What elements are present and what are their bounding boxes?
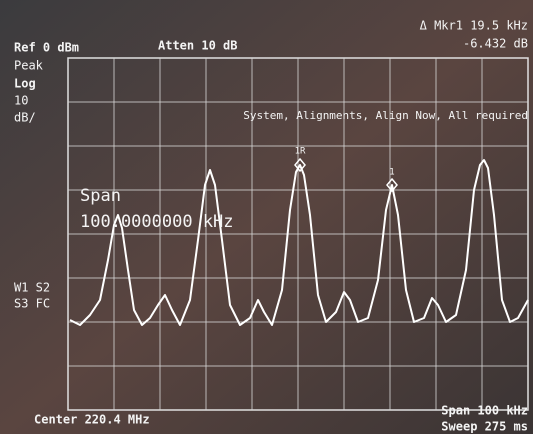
- marker-diamond: [386, 177, 398, 193]
- alignment-message: System, Alignments, Align Now, All requi…: [243, 109, 528, 122]
- marker-diamond: [294, 157, 306, 173]
- attenuation: Atten 10 dB: [158, 39, 237, 53]
- scale-unit: dB/: [14, 111, 36, 125]
- span-entry-label: Span: [80, 186, 121, 206]
- marker-delta: Δ Mkr1 19.5 kHz: [420, 19, 528, 33]
- detector: Peak: [14, 59, 44, 73]
- graticule: [67, 57, 529, 411]
- trace-state: W1 S2: [14, 281, 50, 295]
- scale-value: 10: [14, 94, 28, 108]
- marker-label: 1: [389, 168, 394, 178]
- ref-level: Ref 0 dBm: [14, 41, 79, 55]
- center-frequency: Center 220.4 MHz: [34, 413, 150, 427]
- marker-level: -6.432 dB: [463, 37, 528, 51]
- scale-type: Log: [14, 77, 36, 91]
- span-entry-value: 100.0000000 kHz: [80, 212, 234, 232]
- trace-state: S3 FC: [14, 297, 50, 311]
- sweep-time: Sweep 275 ms: [441, 420, 528, 434]
- marker-label: 1R: [295, 147, 306, 157]
- span: Span 100 kHz: [441, 404, 528, 418]
